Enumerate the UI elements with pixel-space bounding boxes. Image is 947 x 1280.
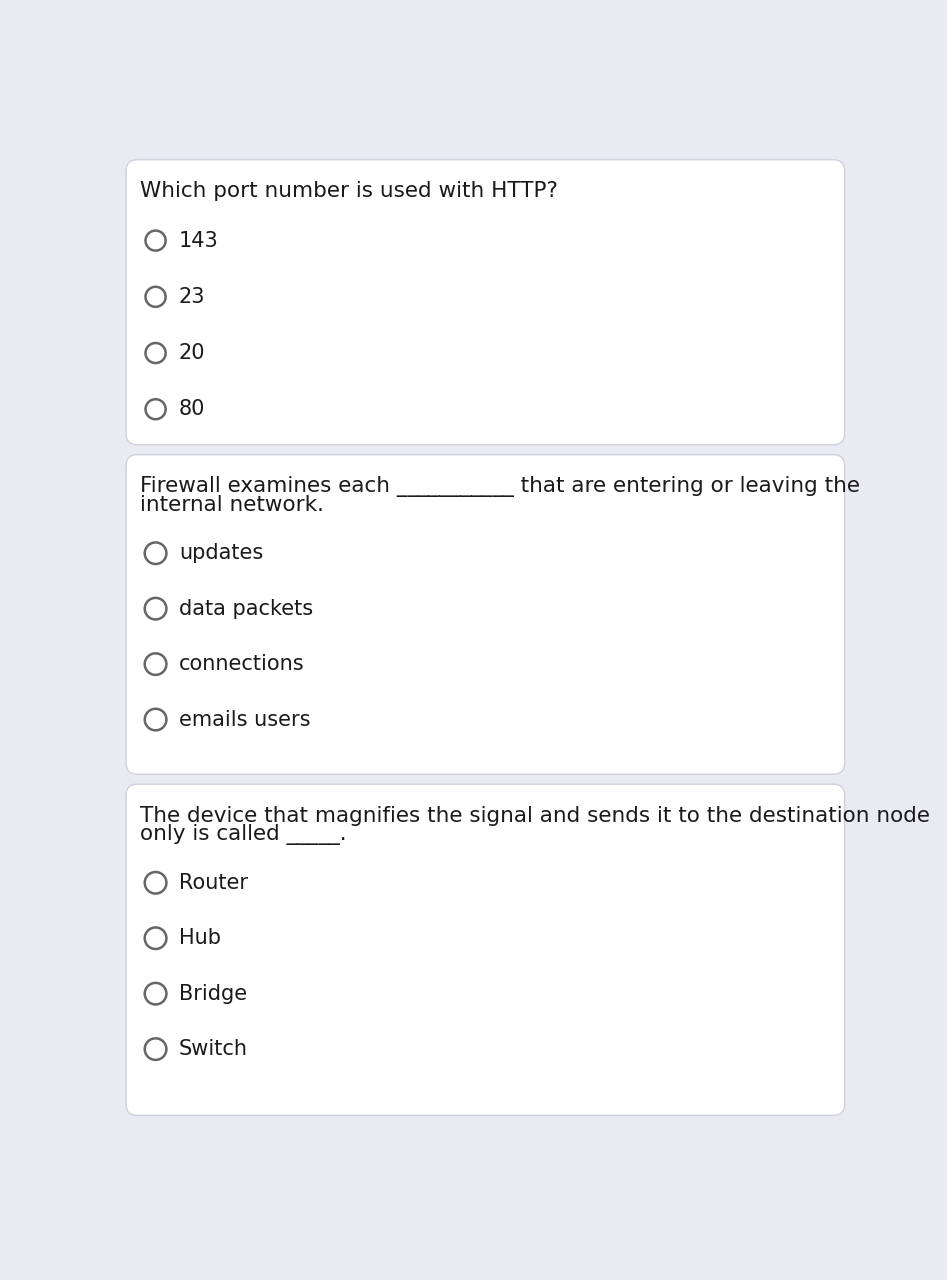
- Text: updates: updates: [179, 543, 263, 563]
- Text: Switch: Switch: [179, 1039, 248, 1059]
- FancyBboxPatch shape: [126, 160, 845, 444]
- Text: Firewall examines each ___________ that are entering or leaving the: Firewall examines each ___________ that …: [140, 476, 860, 497]
- Text: The device that magnifies the signal and sends it to the destination node: The device that magnifies the signal and…: [140, 806, 930, 826]
- Text: Router: Router: [179, 873, 248, 892]
- Text: Bridge: Bridge: [179, 983, 247, 1004]
- Text: emails users: emails users: [179, 709, 311, 730]
- FancyBboxPatch shape: [126, 785, 845, 1115]
- Text: 80: 80: [179, 399, 205, 420]
- Text: only is called _____.: only is called _____.: [140, 824, 347, 845]
- Text: Hub: Hub: [179, 928, 221, 948]
- Text: 143: 143: [179, 230, 219, 251]
- Text: connections: connections: [179, 654, 304, 675]
- Text: Which port number is used with HTTP?: Which port number is used with HTTP?: [140, 182, 558, 201]
- Text: internal network.: internal network.: [140, 494, 324, 515]
- Text: data packets: data packets: [179, 599, 313, 618]
- Text: 20: 20: [179, 343, 205, 364]
- Text: 23: 23: [179, 287, 205, 307]
- FancyBboxPatch shape: [126, 454, 845, 774]
